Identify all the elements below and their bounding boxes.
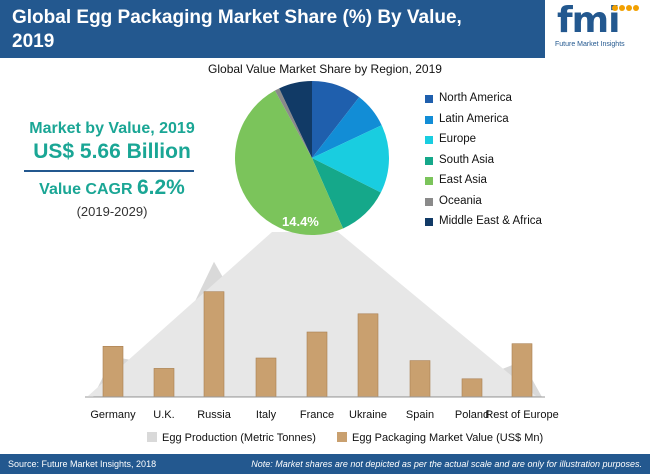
footer-source: Source: Future Market Insights, 2018 [8, 459, 157, 469]
legend-label: East Asia [439, 174, 487, 186]
header-banner: Global Egg Packaging Market Share (%) By… [0, 0, 650, 58]
pie-slice-east-asia [234, 90, 344, 236]
legend-production: Egg Production (Metric Tonnes) [147, 432, 316, 444]
pie-slice-north-america [312, 81, 360, 158]
legend-swatch [425, 177, 433, 185]
cagr-period: (2019-2029) [76, 204, 148, 219]
legend-swatch [425, 115, 433, 124]
pie-slice-south-asia [312, 158, 381, 229]
x-tick-label-russia: Russia [197, 409, 231, 421]
pie-slice-label: 14.4% [282, 214, 319, 229]
legend-swatch [425, 197, 433, 206]
x-tick-label-spain: Spain [405, 409, 435, 421]
pie-callout-beam [88, 232, 536, 396]
bar-u-k [153, 368, 175, 398]
legend-label: Latin America [439, 112, 509, 125]
logo-subtitle: Future Market Insights [555, 41, 625, 48]
legend-label: Oceania [439, 194, 482, 207]
legend-production-swatch [147, 432, 157, 442]
legend-swatch [425, 95, 433, 103]
bar-poland [461, 378, 483, 398]
cagr-label: Value CAGR [39, 181, 133, 198]
footer-note: Note: Market shares are not depicted as … [251, 459, 642, 469]
bar-italy [255, 357, 277, 398]
x-tick-label-italy: Italy [255, 409, 277, 421]
bar-france [306, 331, 328, 398]
x-tick-label-ukraine: Ukraine [349, 409, 387, 421]
legend-packaging-swatch [337, 432, 347, 442]
market-value-label: Market by Value, 2019 [29, 120, 195, 137]
legend-packaging-label: Egg Packaging Market Value (US$ Mn) [352, 432, 544, 444]
x-tick-label-u-k: U.K. [153, 409, 175, 421]
metrics-divider [24, 170, 194, 172]
bar-spain [409, 360, 431, 398]
x-tick-label-rest-of-europe: Rest of Europe [485, 409, 559, 421]
logo-dots-icon [612, 5, 639, 11]
legend-label: Europe [439, 133, 477, 145]
pie-slice-middle-east-africa [279, 81, 312, 158]
cagr-block: Value CAGR 6.2% [12, 176, 212, 200]
legend-label: North America [439, 92, 512, 104]
market-value: US$ 5.66 Billion [33, 140, 191, 163]
bar-germany [102, 345, 124, 398]
legend-label: South Asia [439, 153, 494, 166]
footer: Source: Future Market Insights, 2018 Not… [0, 454, 650, 474]
legend-label: Middle East & Africa [439, 215, 542, 227]
legend-swatch [425, 136, 433, 144]
x-tick-label-france: France [299, 409, 335, 421]
bar-rest-of-europe [511, 343, 533, 398]
cagr-value: 6.2% [136, 176, 185, 199]
x-tick-label-germany: Germany [90, 409, 136, 421]
legend-packaging: Egg Packaging Market Value (US$ Mn) [337, 432, 543, 444]
pie-slice-latin-america [312, 97, 382, 158]
x-tick-label-poland: Poland [454, 409, 490, 421]
pie-slice-oceania [274, 88, 312, 158]
legend-production-label: Egg Production (Metric Tonnes) [162, 432, 316, 444]
logo: fmi Future Market Insights [545, 0, 650, 58]
pie-chart-title: Global Value Market Share by Region, 201… [208, 62, 442, 76]
bar-ukraine [357, 313, 379, 398]
legend-swatch [425, 156, 433, 165]
pie-slice-europe [312, 125, 389, 193]
logo-text: fmi [557, 0, 621, 41]
legend-swatch [425, 218, 433, 226]
page-title: Global Egg Packaging Market Share (%) By… [12, 7, 462, 52]
bar-russia [203, 291, 225, 398]
